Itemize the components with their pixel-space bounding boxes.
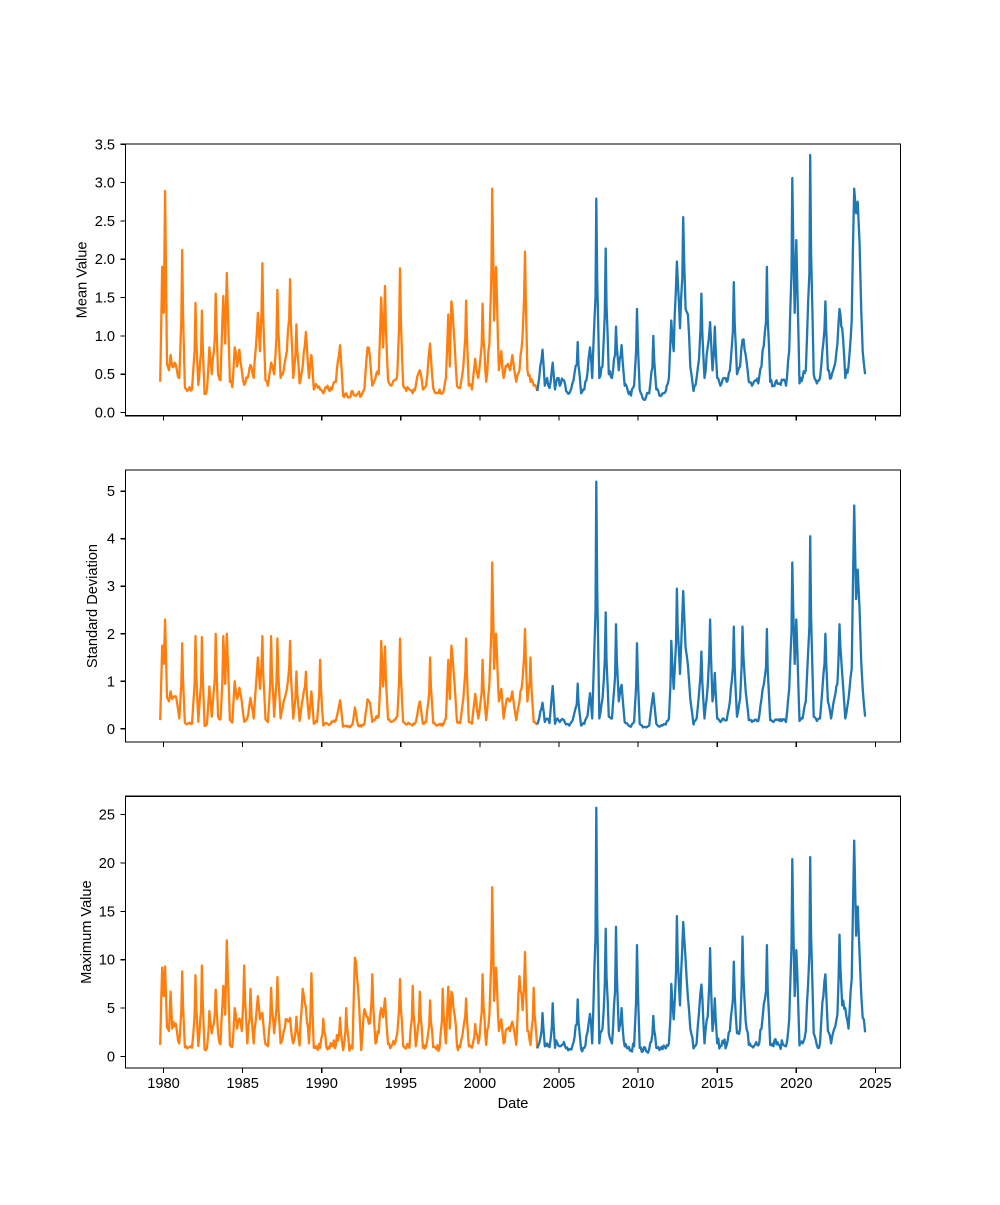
- svg-text:Date: Date: [498, 1096, 529, 1112]
- svg-text:3.0: 3.0: [95, 176, 115, 192]
- svg-text:1: 1: [107, 674, 115, 690]
- svg-text:2000: 2000: [464, 1076, 496, 1092]
- svg-text:3: 3: [107, 579, 115, 595]
- svg-text:Standard Deviation: Standard Deviation: [85, 544, 101, 668]
- svg-text:2010: 2010: [622, 1076, 654, 1092]
- svg-text:25: 25: [99, 808, 115, 824]
- svg-text:20: 20: [99, 856, 115, 872]
- svg-text:1985: 1985: [226, 1076, 258, 1092]
- svg-text:2025: 2025: [859, 1076, 891, 1092]
- svg-text:0: 0: [107, 722, 115, 738]
- svg-text:Mean Value: Mean Value: [75, 241, 91, 318]
- svg-text:5: 5: [107, 484, 115, 500]
- svg-text:1995: 1995: [385, 1076, 417, 1092]
- svg-text:0: 0: [107, 1050, 115, 1066]
- svg-text:Maximum Value: Maximum Value: [79, 880, 95, 984]
- svg-text:1.0: 1.0: [95, 329, 115, 345]
- svg-text:2.0: 2.0: [95, 252, 115, 268]
- svg-text:4: 4: [107, 532, 115, 548]
- svg-text:1.5: 1.5: [95, 291, 115, 307]
- svg-text:15: 15: [99, 904, 115, 920]
- svg-text:3.5: 3.5: [95, 137, 115, 153]
- svg-text:2005: 2005: [543, 1076, 575, 1092]
- svg-text:0.0: 0.0: [95, 406, 115, 422]
- svg-text:1990: 1990: [305, 1076, 337, 1092]
- svg-text:0.5: 0.5: [95, 367, 115, 383]
- svg-text:2.5: 2.5: [95, 214, 115, 230]
- svg-text:10: 10: [99, 953, 115, 969]
- svg-text:2015: 2015: [701, 1076, 733, 1092]
- svg-text:1980: 1980: [147, 1076, 179, 1092]
- svg-text:2020: 2020: [780, 1076, 812, 1092]
- svg-text:5: 5: [107, 1001, 115, 1017]
- svg-text:2: 2: [107, 627, 115, 643]
